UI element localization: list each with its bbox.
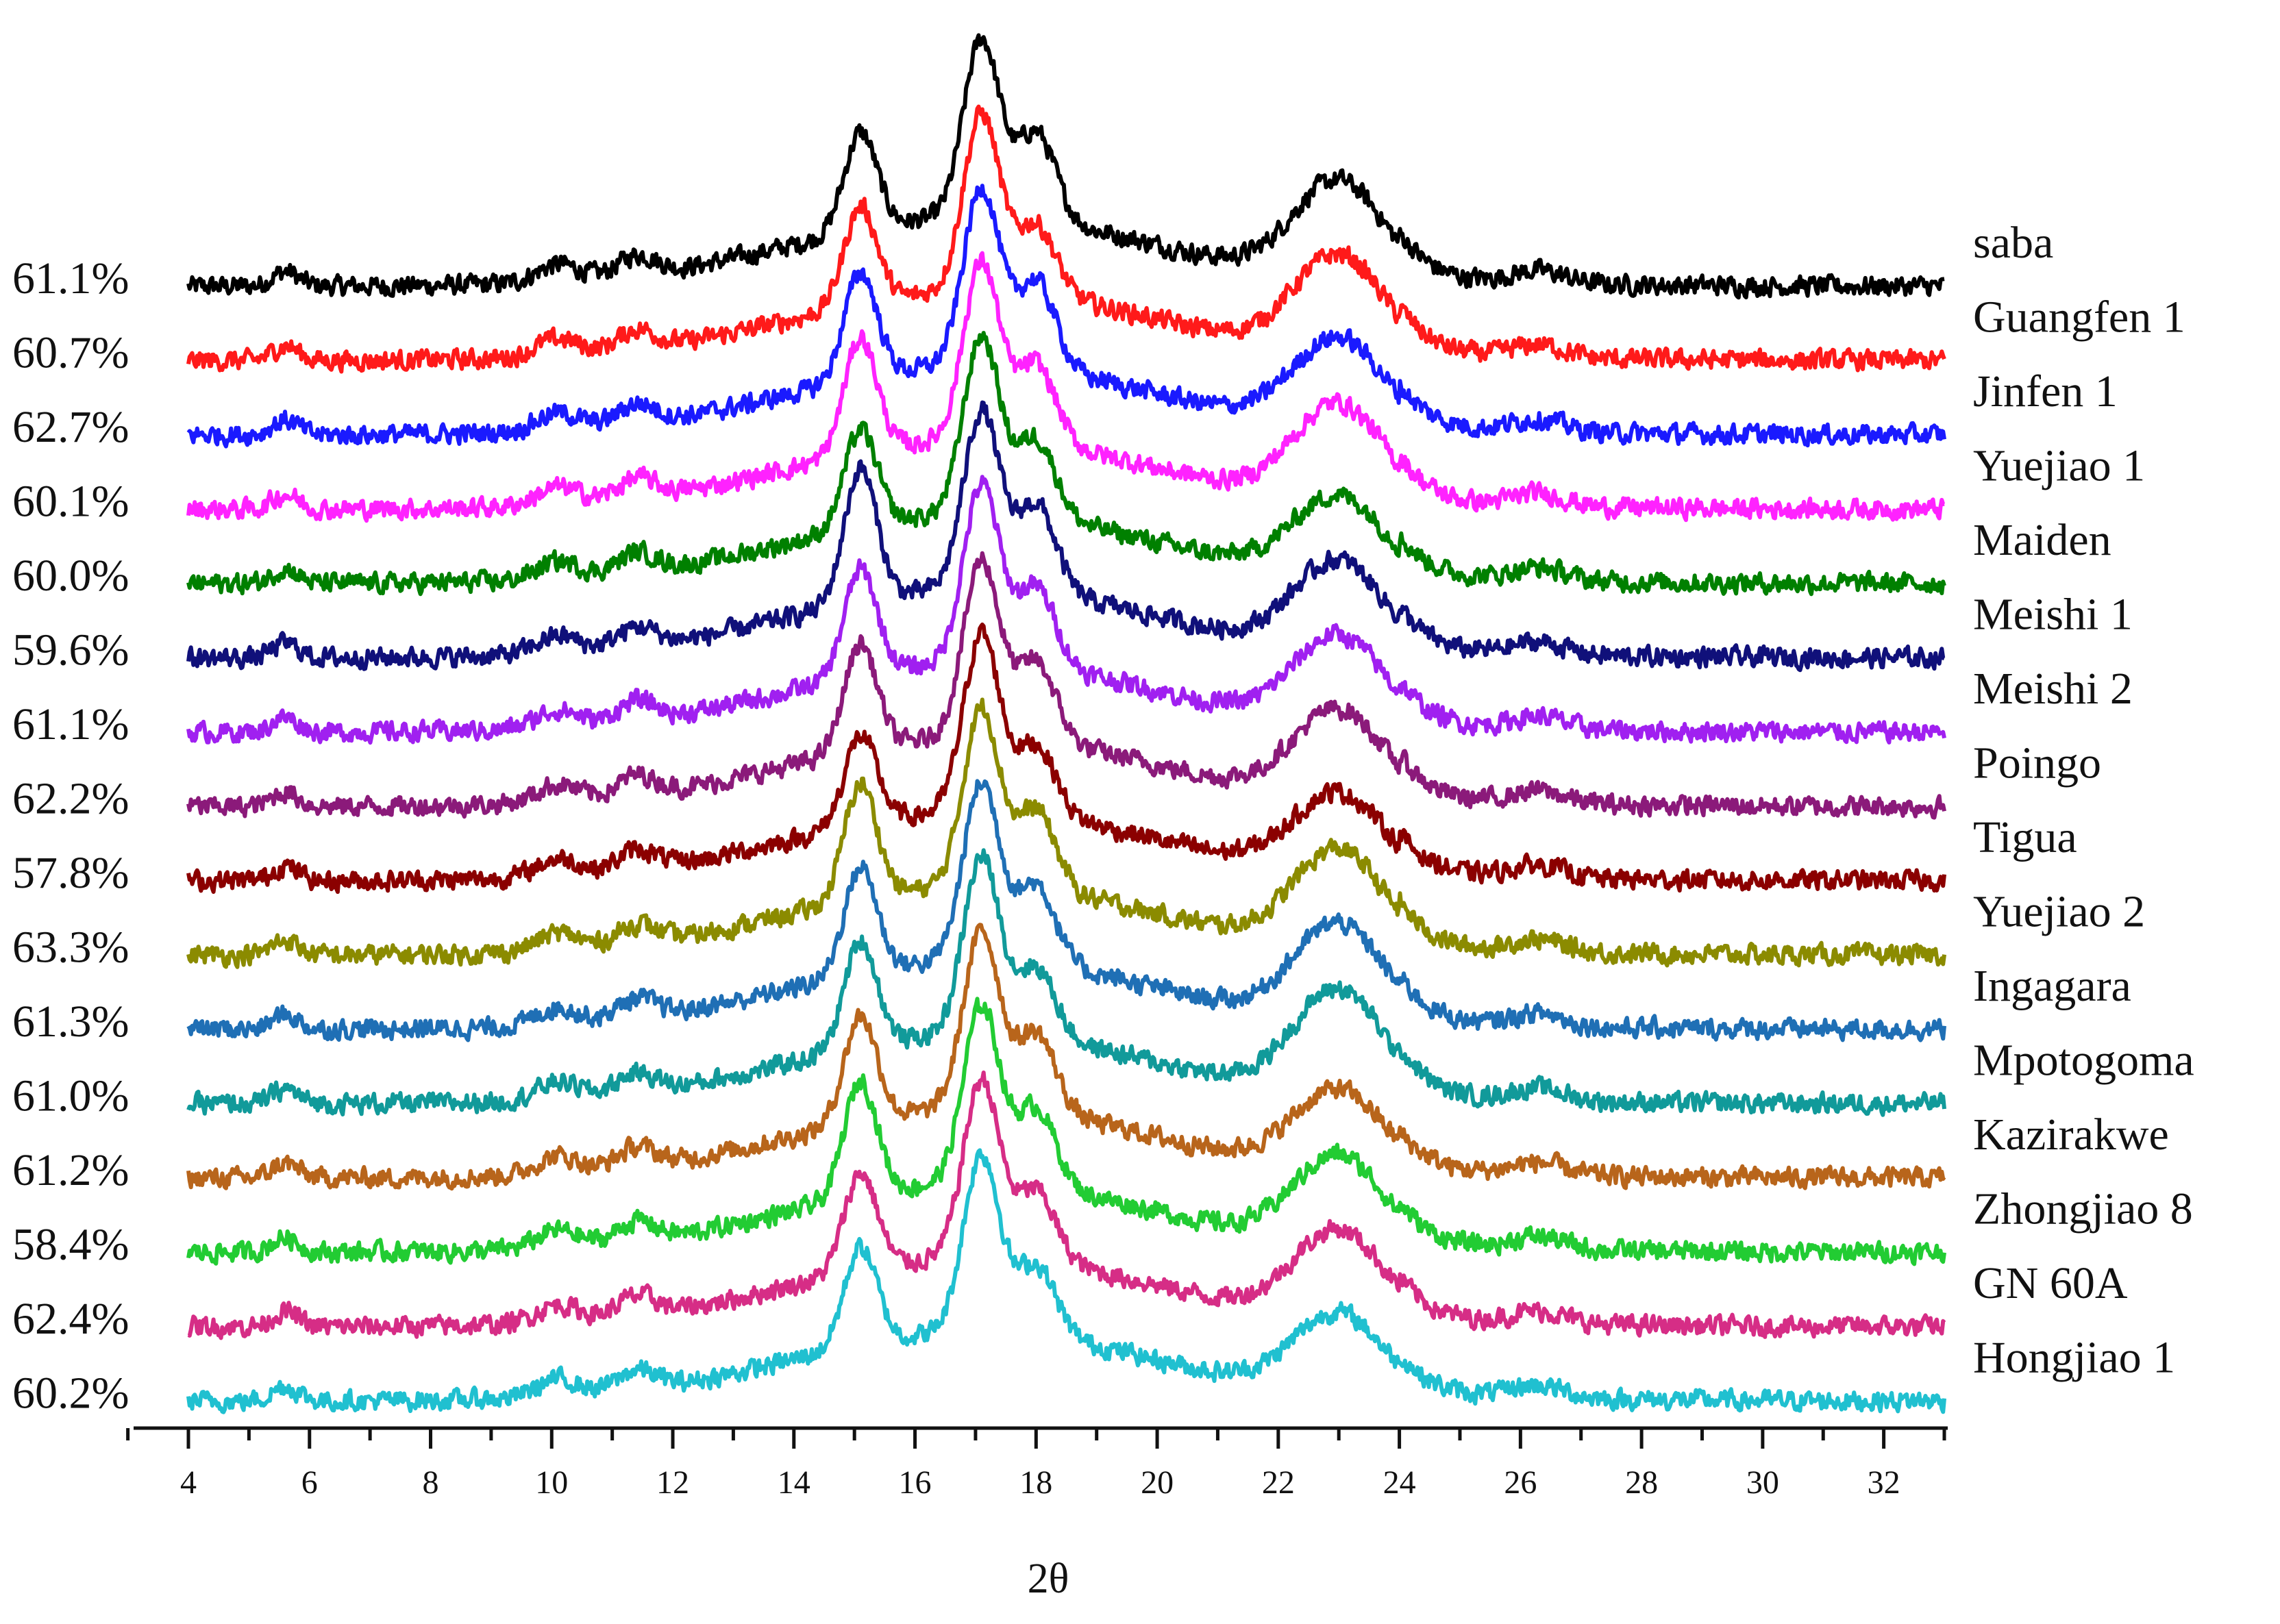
crystallinity-label: 58.4% (12, 1220, 129, 1270)
x-tick-label: 28 (1625, 1464, 1658, 1501)
series-label: Guangfen 1 (1973, 292, 2185, 342)
crystallinity-label: 60.1% (12, 477, 129, 527)
trace-saba (186, 33, 1946, 300)
crystallinity-label: 60.7% (12, 328, 129, 378)
series-label: Zhongjiao 8 (1973, 1184, 2193, 1234)
trace-guangfen-1 (186, 104, 1946, 374)
trace-tigua (186, 622, 1946, 895)
trace-maiden (186, 331, 1946, 597)
series-label: Tigua (1973, 812, 2077, 862)
x-tick-label: 6 (301, 1464, 318, 1501)
crystallinity-label: 59.6% (12, 625, 129, 675)
series-label: GN 60A (1973, 1258, 2128, 1308)
series-label: Yuejiao 2 (1973, 887, 2145, 937)
crystallinity-label: 62.2% (12, 774, 129, 824)
crystallinity-label: 63.3% (12, 923, 129, 973)
x-tick-label: 4 (180, 1464, 197, 1501)
series-label: Meishi 1 (1973, 590, 2133, 640)
trace-jinfen-1 (186, 184, 1946, 449)
x-tick-label: 22 (1262, 1464, 1295, 1501)
trace-gn-60a (187, 1070, 1946, 1340)
crystallinity-label: 62.4% (12, 1294, 129, 1344)
x-axis-tick-labels: 4 6 8 10 12 14 16 18 20 22 24 26 28 30 32 (180, 1464, 1900, 1501)
series-label: Ingagara (1973, 961, 2131, 1011)
crystallinity-label: 60.0% (12, 551, 129, 601)
x-tick-label: 8 (423, 1464, 439, 1501)
series-label: Yuejiao 1 (1973, 441, 2145, 491)
crystallinity-label: 62.7% (12, 402, 129, 452)
crystallinity-label: 61.1% (12, 699, 129, 749)
series-label: Jinfen 1 (1973, 366, 2118, 416)
crystallinity-label: 57.8% (12, 848, 129, 898)
trace-meishi-2 (186, 475, 1946, 745)
series-label: Meishi 2 (1973, 664, 2133, 714)
trace-meishi-1 (186, 400, 1946, 673)
trace-poingo (186, 551, 1946, 820)
series-label: Kazirakwe (1973, 1110, 2169, 1160)
x-axis-ticks (126, 1428, 1946, 1449)
series-traces (186, 33, 1946, 1414)
series-label: Hongjiao 1 (1973, 1333, 2175, 1383)
x-axis: 4 6 8 10 12 14 16 18 20 22 24 26 28 30 32 (126, 1426, 1948, 1501)
trace-kazirakwe (186, 923, 1946, 1191)
series-label: Maiden (1973, 515, 2111, 565)
trace-hongjiao-1 (186, 1148, 1946, 1414)
x-tick-label: 16 (899, 1464, 932, 1501)
x-tick-label: 20 (1141, 1464, 1174, 1501)
crystallinity-label: 60.2% (12, 1369, 129, 1419)
x-tick-label: 12 (656, 1464, 689, 1501)
series-labels: saba Guangfen 1 Jinfen 1 Yuejiao 1 Maiden Mei… (1973, 218, 2194, 1383)
series-label: Poingo (1973, 738, 2101, 788)
crystallinity-label: 61.0% (12, 1071, 129, 1121)
x-tick-label: 30 (1746, 1464, 1779, 1501)
crystallinity-label: 61.1% (12, 253, 129, 303)
trace-zhongjiao-8 (186, 997, 1946, 1266)
x-tick-label: 32 (1868, 1464, 1900, 1501)
trace-ingagara (186, 779, 1946, 1042)
trace-mpotogoma (186, 848, 1946, 1117)
trace-yuejiao-2 (186, 697, 1946, 969)
x-tick-label: 10 (535, 1464, 568, 1501)
x-tick-label: 18 (1019, 1464, 1052, 1501)
series-label: Mpotogoma (1973, 1036, 2194, 1086)
trace-yuejiao-1 (186, 251, 1946, 523)
crystallinity-label: 61.3% (12, 997, 129, 1047)
crystallinity-labels: 61.1% 60.7% 62.7% 60.1% 60.0% 59.6% 61.1% 62.2%… (12, 253, 129, 1419)
x-tick-label: 24 (1383, 1464, 1416, 1501)
series-label: saba (1973, 218, 2053, 268)
crystallinity-label: 61.2% (12, 1145, 129, 1195)
x-axis-label: 2θ (1028, 1556, 1069, 1602)
x-tick-label: 14 (778, 1464, 810, 1501)
x-tick-label: 26 (1504, 1464, 1537, 1501)
